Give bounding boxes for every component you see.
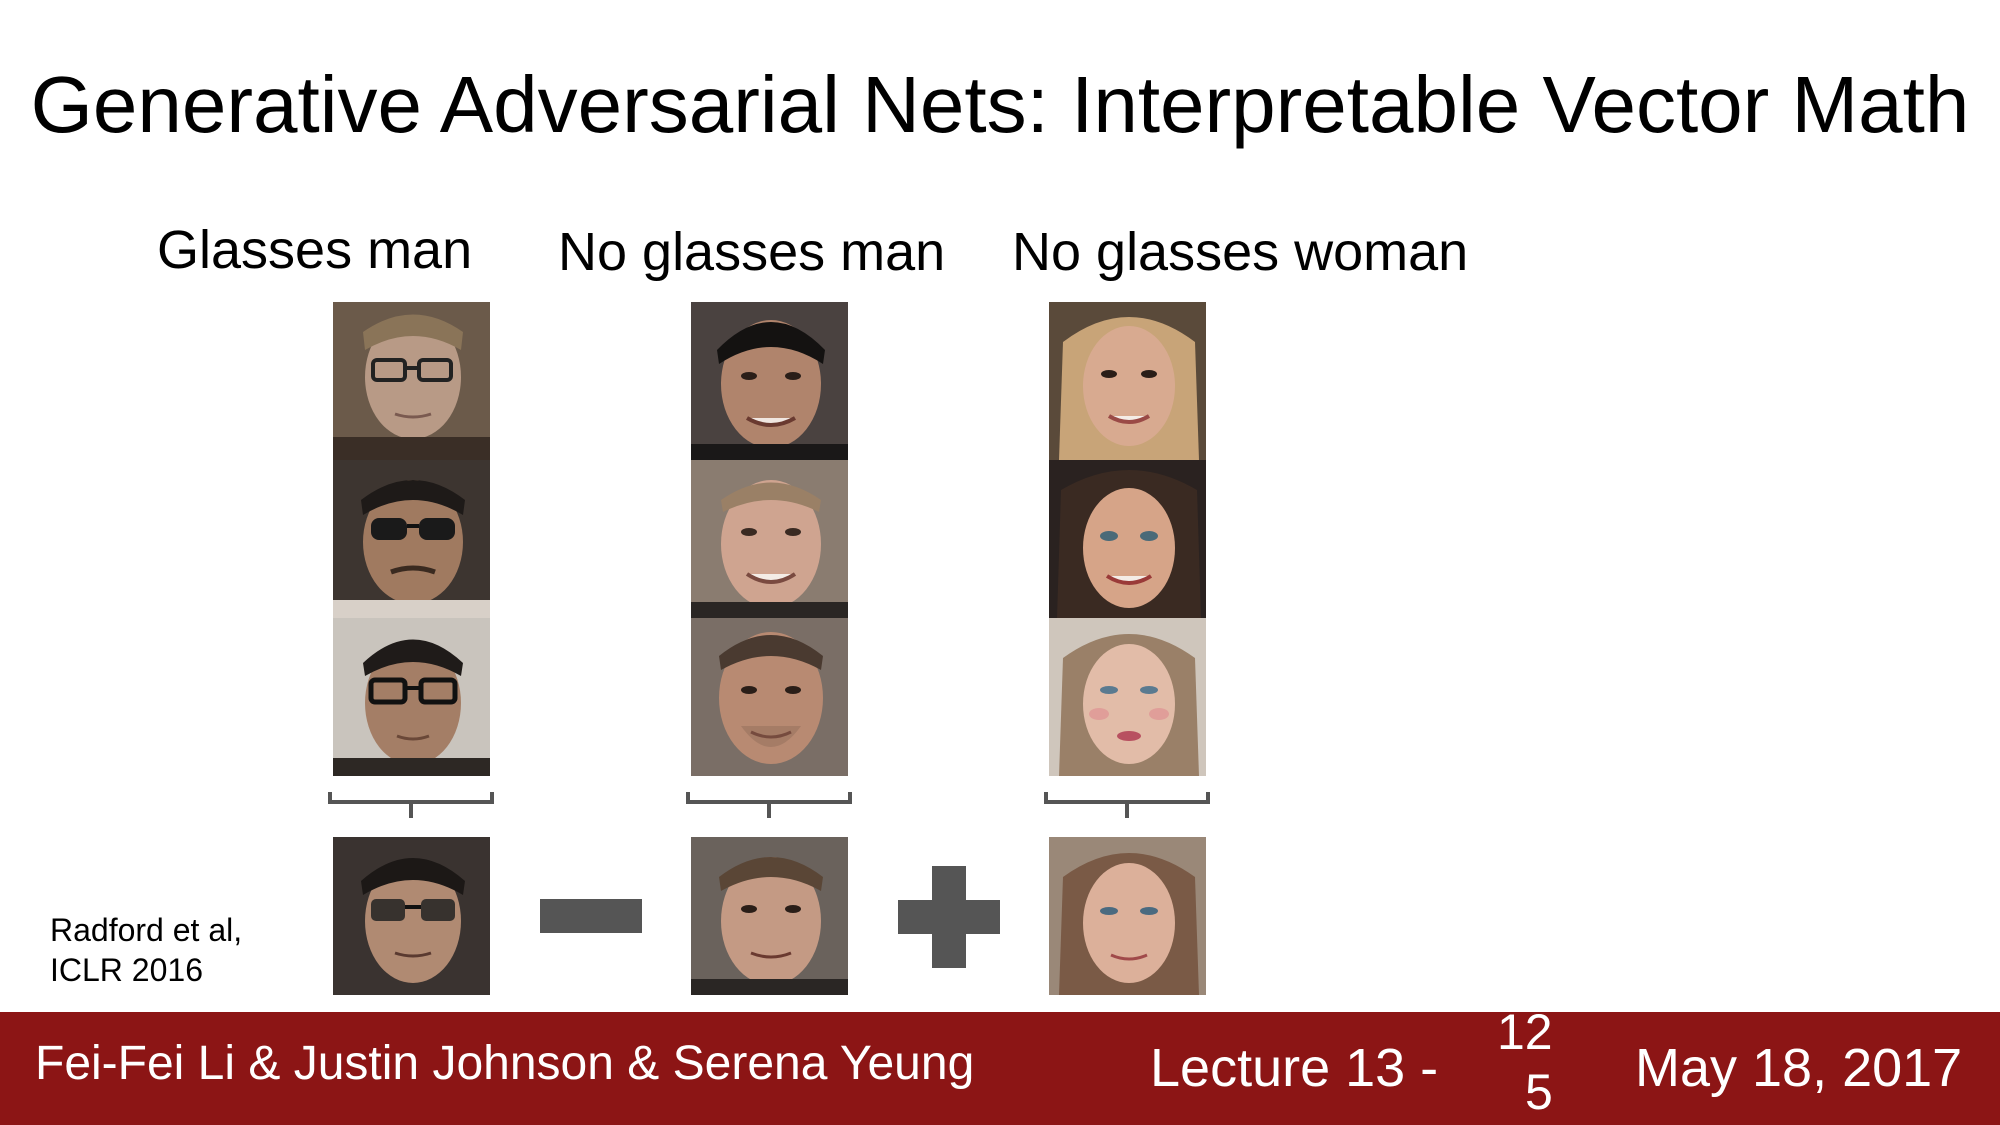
citation: Radford et al, ICLR 2016 <box>50 910 242 990</box>
citation-line-1: Radford et al, <box>50 912 243 948</box>
footer-lecture: Lecture 13 - <box>1150 1038 1439 1098</box>
brace-glasses-man <box>328 792 494 818</box>
face-column-no-glasses-man <box>691 302 848 776</box>
average-face-glasses-man <box>333 837 490 995</box>
brace-no-glasses-man <box>686 792 852 818</box>
column-label-no-glasses-man: No glasses man <box>558 222 946 282</box>
face-image <box>1049 460 1206 618</box>
face-image <box>333 618 490 776</box>
footer-bar: Fei-Fei Li & Justin Johnson & Serena Yeu… <box>0 1004 2000 1125</box>
face-image <box>691 460 848 618</box>
citation-line-2: ICLR 2016 <box>50 952 203 988</box>
footer-page-number-bottom: 5 <box>1525 1064 1553 1120</box>
footer-authors: Fei-Fei Li & Justin Johnson & Serena Yeu… <box>35 1037 975 1090</box>
footer-date: May 18, 2017 <box>1635 1038 1963 1098</box>
column-label-no-glasses-woman: No glasses woman <box>1012 222 1469 282</box>
face-column-no-glasses-woman <box>1049 302 1206 776</box>
face-column-glasses-man <box>333 302 490 776</box>
face-image <box>333 460 490 618</box>
average-face-no-glasses-woman <box>1049 837 1206 995</box>
face-image <box>333 302 490 460</box>
face-image <box>691 302 848 460</box>
column-label-glasses-man: Glasses man <box>157 220 473 280</box>
minus-icon <box>540 899 642 933</box>
face-image <box>1049 618 1206 776</box>
brace-no-glasses-woman <box>1044 792 1210 818</box>
slide-title: Generative Adversarial Nets: Interpretab… <box>30 60 1970 149</box>
face-image <box>691 618 848 776</box>
footer-page-number-top: 12 <box>1497 1004 1553 1060</box>
average-face-no-glasses-man <box>691 837 848 995</box>
face-image <box>1049 302 1206 460</box>
plus-icon <box>898 866 1000 968</box>
